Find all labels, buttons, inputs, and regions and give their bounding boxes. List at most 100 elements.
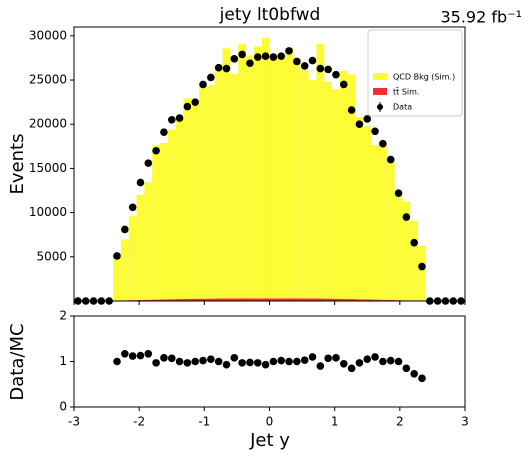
hist-bar [347, 299, 356, 301]
data-point [300, 62, 309, 70]
ratio-point [175, 357, 184, 366]
y-tick-label: 5000 [36, 249, 67, 263]
data-point [332, 70, 340, 79]
ratio-point [285, 357, 293, 366]
data-point [230, 55, 239, 63]
hist-bar [238, 298, 247, 301]
x-tick-label: 2 [396, 415, 404, 429]
hist-bar [292, 58, 301, 299]
data-point [339, 80, 348, 89]
x-tick-label: 1 [331, 415, 339, 429]
hist-bar [206, 298, 215, 301]
ratio-point [379, 357, 387, 366]
data-point [402, 213, 411, 221]
data-point [394, 189, 403, 197]
x-tick-label: -3 [68, 415, 80, 429]
data-point [355, 120, 364, 129]
data-point [277, 52, 286, 60]
legend-box [367, 29, 463, 117]
plot-frame [73, 26, 466, 302]
ratio-point [308, 353, 317, 361]
ratio-point [230, 354, 239, 362]
ratio-point [363, 355, 372, 364]
data-point [269, 53, 278, 61]
hist-bar [167, 129, 176, 300]
hist-bar [222, 48, 231, 299]
ratio-point [207, 355, 215, 364]
data-point [379, 139, 387, 148]
data-point [261, 52, 270, 60]
data-point [285, 47, 293, 55]
lumi-annotation: 35.92 fb⁻¹ [440, 8, 522, 27]
data-point [113, 252, 121, 260]
hist-bar [222, 298, 231, 301]
hist-bar [152, 299, 161, 301]
hist-bar [128, 216, 137, 301]
hist-bar [339, 70, 348, 299]
hist-bar [191, 298, 200, 301]
x-tick-label: -1 [198, 415, 210, 429]
hist-bar [214, 298, 223, 301]
hist-bar [386, 299, 395, 301]
ratio-point [277, 356, 286, 365]
y-tick-label: 10000 [29, 205, 67, 219]
ratio-point [410, 369, 418, 378]
data-point [183, 102, 192, 111]
data-point [324, 65, 332, 74]
hist-bar [332, 298, 340, 301]
ratio-point [199, 356, 207, 365]
data-point [293, 57, 301, 66]
data-point [207, 73, 215, 82]
data-point [191, 98, 200, 106]
y-tick-label: 30000 [29, 28, 67, 42]
ratio-point [293, 357, 301, 366]
hist-bar [253, 46, 262, 299]
data-point [121, 225, 129, 234]
hist-bar [113, 255, 121, 301]
hist-bar [183, 98, 192, 299]
hist-bar [355, 117, 364, 300]
data-point [253, 53, 262, 61]
ratio-point [300, 356, 309, 364]
hist-bar [308, 298, 317, 301]
hist-bar [136, 194, 145, 300]
ratio-point [316, 362, 325, 370]
ratio-frame [73, 315, 466, 408]
hist-bar [363, 299, 372, 301]
ratio-point [167, 354, 176, 363]
ratio-point [324, 354, 332, 363]
hist-bar [191, 99, 200, 299]
hist-bar [246, 298, 254, 301]
data-point [144, 159, 153, 167]
data-point [246, 59, 254, 68]
hist-bar [410, 220, 419, 301]
hist-bar [355, 299, 364, 301]
ratio-point [136, 351, 145, 360]
legend-swatch [373, 88, 387, 95]
y-tick-label: 20000 [29, 117, 67, 131]
hist-bar [378, 299, 387, 301]
ratio-point [113, 357, 121, 366]
hist-bar [175, 299, 184, 301]
hist-bar [347, 74, 356, 300]
hist-bar [167, 299, 176, 301]
hist-bar [206, 85, 215, 299]
hist-bar [324, 298, 333, 301]
data-point [316, 64, 325, 73]
hist-bar [152, 144, 161, 300]
ratio-point [128, 352, 137, 360]
hist-bar [339, 298, 348, 301]
y-tick-label: 1 [59, 354, 67, 368]
hist-bar [316, 43, 325, 299]
hist-bar [332, 89, 340, 299]
data-point [418, 262, 426, 271]
hist-bar [269, 54, 278, 299]
hist-bar [144, 299, 153, 301]
hist-bar [285, 298, 293, 301]
ratio-point [191, 357, 200, 366]
ratio-point [160, 354, 168, 362]
hist-bar [402, 201, 411, 301]
y-axis-label: Events [7, 134, 28, 195]
ratio-point [371, 353, 379, 361]
